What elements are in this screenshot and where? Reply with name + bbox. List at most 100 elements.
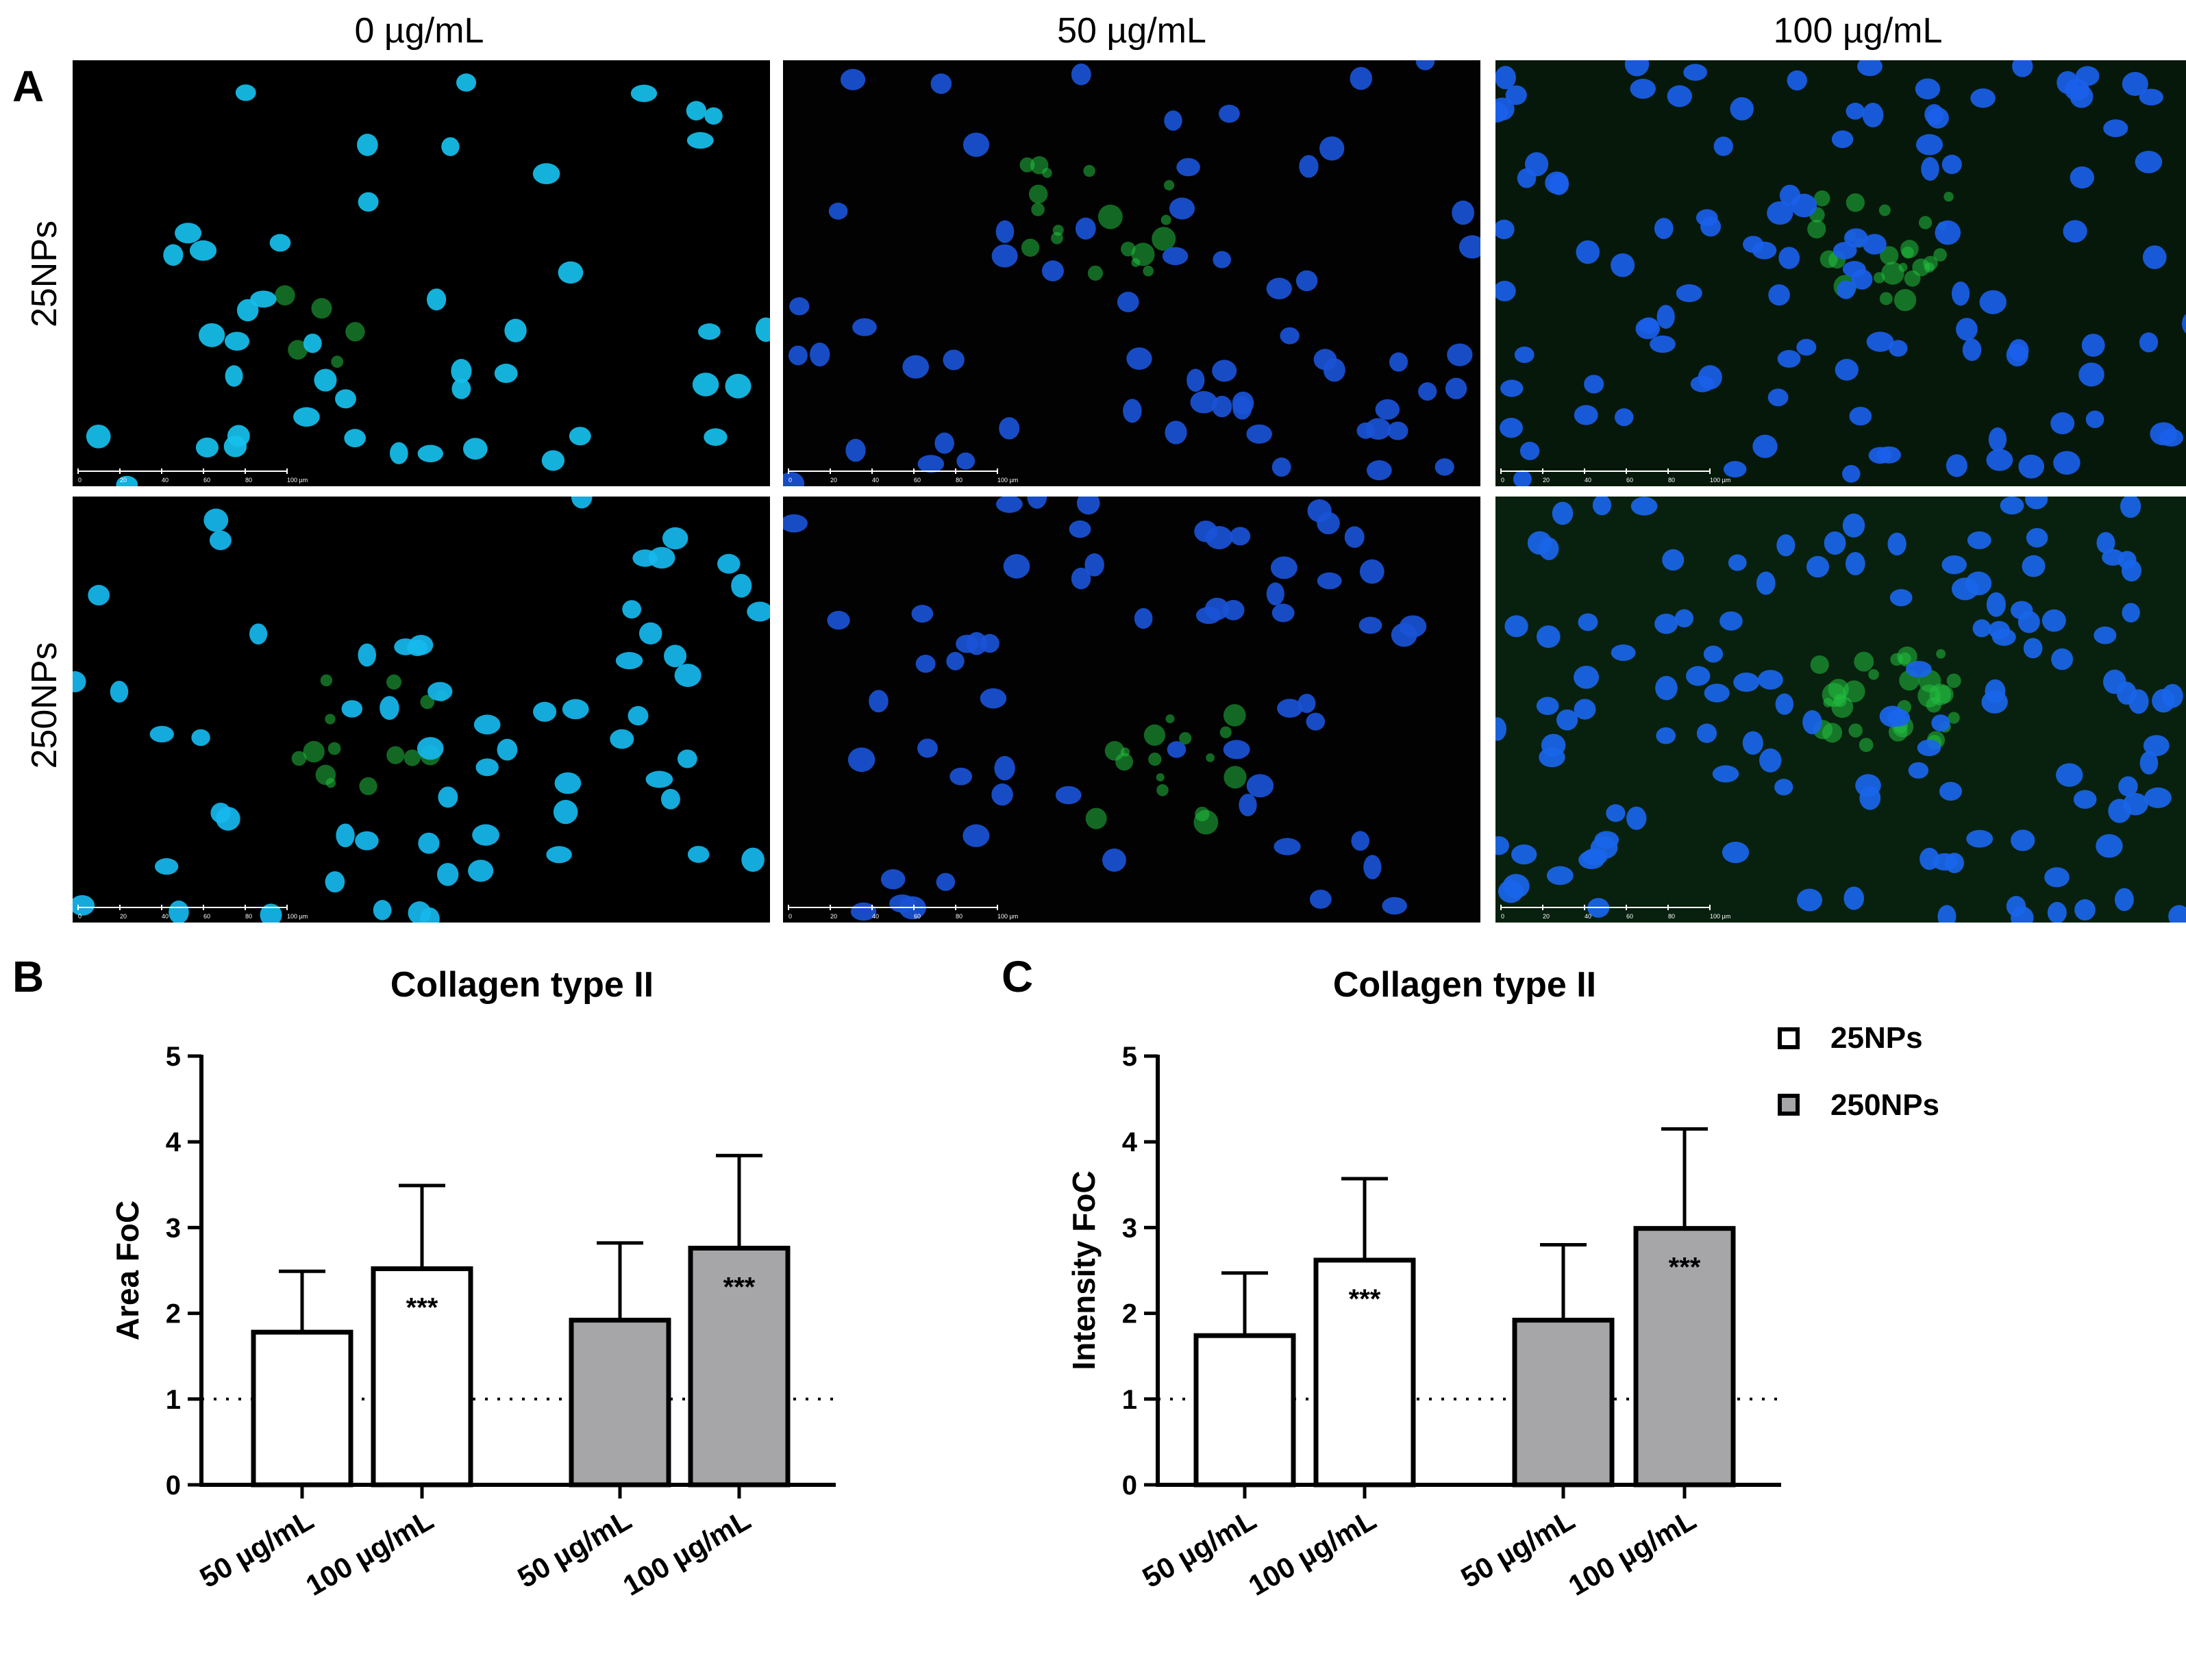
cell-nucleus [1831, 130, 1854, 149]
collagen-signal [1859, 738, 1874, 753]
cell-nucleus [1719, 611, 1743, 631]
collagen-signal [1160, 214, 1171, 225]
scale-bar-tick-label: 0 [1501, 477, 1504, 484]
cell-nucleus [1842, 513, 1865, 538]
row-title-250nps: 250NPs [25, 642, 64, 769]
cell-nucleus [1654, 218, 1674, 240]
collagen-signal [1193, 810, 1219, 835]
collagen-signal [1030, 156, 1049, 175]
cell-nucleus [1630, 78, 1656, 99]
cell-nucleus [956, 634, 978, 653]
cell-nucleus [1833, 242, 1857, 260]
cell-nucleus [697, 323, 721, 340]
cell-nucleus [2018, 454, 2044, 479]
micrograph-r1-c1: 0 20 40 60 80 100 µm [73, 60, 770, 486]
cell-nucleus [934, 432, 954, 454]
micrograph-background [1495, 60, 2186, 486]
cell-nucleus [704, 428, 728, 447]
cell-nucleus [358, 192, 379, 212]
collagen-signal [1156, 783, 1169, 797]
cell-nucleus [1574, 405, 1598, 425]
cell-nucleus [1084, 553, 1104, 577]
scale-bar-tick-label: 80 [956, 477, 962, 484]
collagen-signal [1087, 265, 1103, 281]
cell-nucleus [1525, 152, 1549, 177]
cell-nucleus [1495, 219, 1515, 240]
cell-nucleus [175, 223, 202, 244]
scale-bar-tick-label: 80 [1668, 913, 1675, 920]
cell-nucleus [1536, 697, 1559, 716]
cell-nucleus [209, 530, 232, 551]
scale-bar-tick-label: 20 [120, 913, 127, 920]
collagen-signal [1083, 164, 1095, 177]
cell-nucleus [1511, 844, 1537, 865]
cell-nucleus [1846, 103, 1865, 120]
cell-nucleus [225, 365, 243, 387]
cell-nucleus [991, 244, 1018, 268]
cell-nucleus [1270, 556, 1297, 579]
cell-nucleus [1213, 251, 1231, 268]
significance-label: *** [1669, 1253, 1701, 1283]
cell-nucleus [380, 696, 399, 720]
cell-nucleus [149, 725, 174, 743]
x-category-label: 50 µg/mL [512, 1503, 637, 1594]
cell-nucleus [946, 651, 965, 670]
cell-nucleus [999, 417, 1020, 440]
cell-nucleus [1937, 905, 1957, 923]
cell-nucleus [2017, 610, 2040, 634]
cell-nucleus [1076, 497, 1100, 515]
cell-nucleus [1851, 269, 1873, 290]
cell-nucleus [1843, 886, 1865, 910]
cell-nucleus [1775, 693, 1794, 715]
cell-nucleus [1578, 613, 1598, 631]
collagen-signal [1224, 766, 1247, 789]
cell-nucleus [110, 681, 129, 703]
micrograph-r2-c1: 0 20 40 60 80 100 µm [73, 497, 770, 923]
cell-nucleus [541, 450, 565, 471]
cell-nucleus [1986, 449, 2013, 471]
cell-nucleus [532, 163, 560, 185]
collagen-signal [275, 285, 295, 305]
cell-nucleus [250, 290, 277, 308]
cell-nucleus [1614, 408, 1634, 427]
collagen-signal [1879, 292, 1893, 305]
cell-nucleus [569, 427, 591, 446]
cell-nucleus [473, 714, 501, 735]
cell-nucleus [1674, 609, 1694, 628]
y-tick-label: 2 [1122, 1299, 1137, 1329]
cell-nucleus [1594, 831, 1619, 849]
micrograph-r2-c3: 0 20 40 60 80 100 µm [1495, 497, 2186, 923]
cell-nucleus [2012, 60, 2033, 77]
cell-nucleus [1690, 375, 1715, 392]
cell-nucleus [1908, 762, 1929, 779]
cell-nucleus [451, 358, 472, 384]
scale-bar-tick-label: 0 [1501, 913, 1504, 920]
cell-nucleus [1626, 806, 1647, 830]
cell-nucleus [1988, 620, 2010, 640]
cell-nucleus [1656, 305, 1675, 329]
cell-nucleus [1686, 666, 1711, 686]
cell-nucleus [1513, 470, 1532, 486]
collagen-signal [1143, 724, 1166, 746]
cell-nucleus [1662, 549, 1685, 571]
cell-nucleus [1382, 897, 1407, 915]
collagen-signal [288, 340, 308, 360]
cell-nucleus [1767, 388, 1789, 407]
cell-nucleus [1906, 660, 1932, 678]
cell-nucleus [1742, 731, 1763, 755]
cell-nucleus [553, 799, 578, 825]
cell-nucleus [2074, 899, 2096, 920]
cell-nucleus [1915, 78, 1941, 100]
cell-nucleus [1985, 679, 2006, 703]
cell-nucleus [2144, 787, 2172, 808]
y-tick-label: 0 [1122, 1470, 1137, 1501]
x-category-label: 50 µg/mL [1137, 1503, 1262, 1594]
cell-nucleus [1359, 559, 1384, 584]
cell-nucleus [1280, 327, 1300, 344]
cell-nucleus [664, 644, 687, 668]
cell-nucleus [1169, 197, 1195, 220]
bar [251, 1329, 353, 1488]
cell-nucleus [407, 639, 428, 656]
cell-nucleus [1796, 338, 1817, 356]
cell-nucleus [1654, 613, 1678, 634]
